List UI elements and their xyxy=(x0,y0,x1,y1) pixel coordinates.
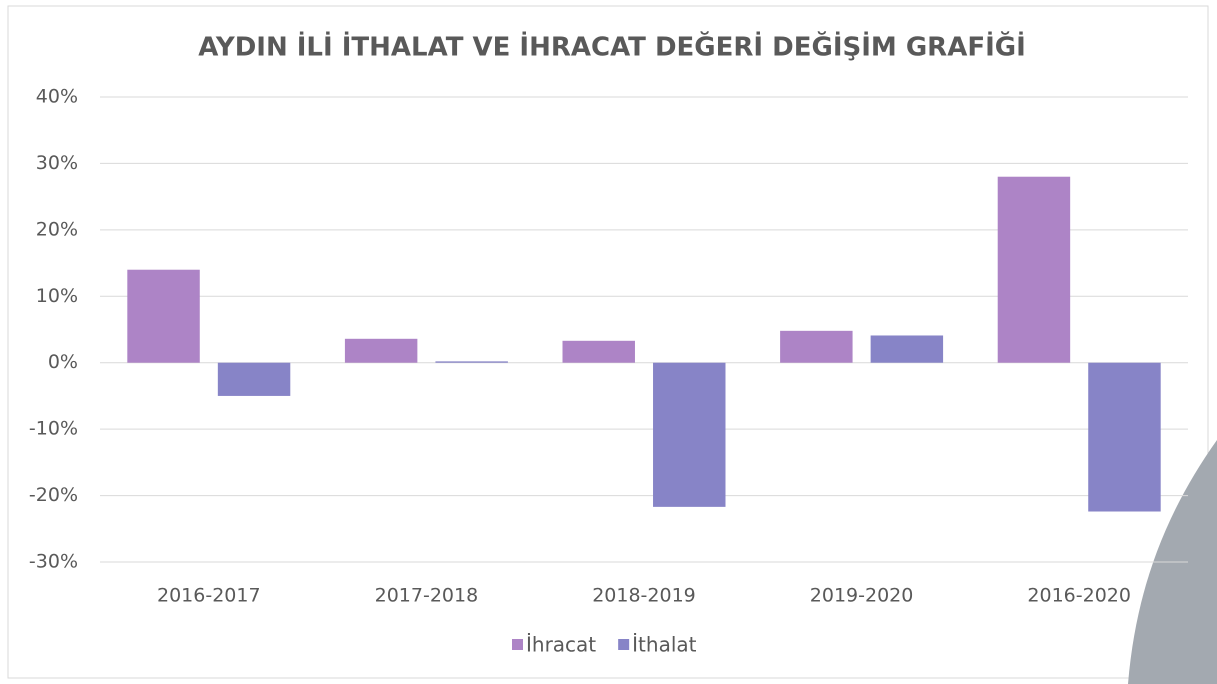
y-tick-label: 30% xyxy=(36,152,78,174)
bar xyxy=(780,330,853,363)
legend-label: İthalat xyxy=(632,633,696,657)
bar xyxy=(127,269,200,363)
y-tick-label: 10% xyxy=(36,285,78,307)
x-tick-label: 2018-2019 xyxy=(592,585,696,607)
x-tick-label: 2016-2020 xyxy=(1027,585,1131,607)
bar xyxy=(870,335,944,363)
y-tick-label: 0% xyxy=(48,351,78,373)
chart-title: AYDIN İLİ İTHALAT VE İHRACAT DEĞERİ DEĞİ… xyxy=(198,31,1026,63)
bar xyxy=(562,340,635,363)
bar xyxy=(217,362,291,396)
y-tick-label: -10% xyxy=(29,418,78,440)
bar xyxy=(653,362,726,507)
bar xyxy=(344,338,418,363)
y-tick-label: 20% xyxy=(36,218,78,240)
bar xyxy=(435,361,508,363)
bar xyxy=(997,176,1071,363)
y-tick-label: -30% xyxy=(29,551,78,573)
bar xyxy=(1088,362,1161,512)
x-tick-label: 2017-2018 xyxy=(375,585,479,607)
legend-swatch xyxy=(512,639,523,650)
legend-label: İhracat xyxy=(526,633,596,657)
y-tick-label: 40% xyxy=(36,86,78,108)
x-tick-label: 2019-2020 xyxy=(810,585,914,607)
y-tick-label: -20% xyxy=(29,484,78,506)
x-tick-label: 2016-2017 xyxy=(157,585,261,607)
legend-swatch xyxy=(618,639,630,650)
